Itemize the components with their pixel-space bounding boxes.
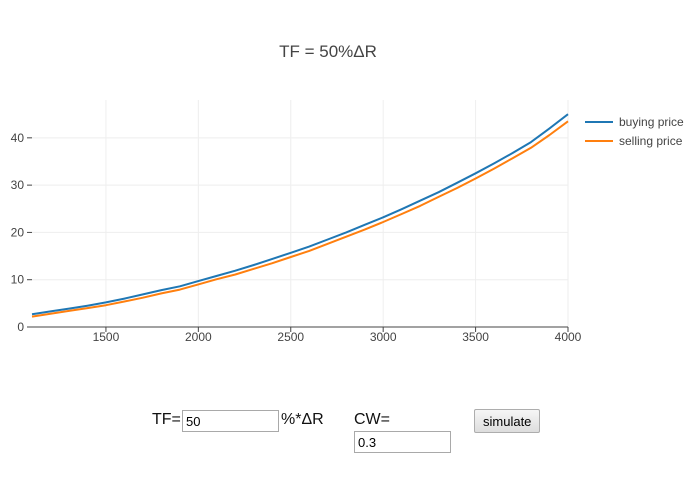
- legend-label-selling-price: selling price: [619, 134, 683, 148]
- legend-label-buying-price: buying price: [619, 115, 684, 129]
- x-tick-label: 3500: [462, 330, 489, 344]
- x-tick-label: 2500: [277, 330, 304, 344]
- chart-area: TF = 50%ΔR 1500 2000 2500 3000 3500 4000 0 10 20…: [11, 42, 684, 344]
- y-tick-label: 10: [11, 273, 25, 287]
- y-tick-label: 40: [11, 131, 25, 145]
- x-tick-label: 4000: [555, 330, 582, 344]
- tf-suffix: %*ΔR: [281, 411, 324, 428]
- series-line-buying-price: [31, 113, 569, 316]
- y-tick-label: 30: [11, 178, 25, 192]
- cw-input[interactable]: [354, 431, 451, 453]
- y-tick-label: 20: [11, 225, 25, 239]
- tf-label: TF=: [152, 411, 181, 428]
- x-tick-label: 1500: [93, 330, 120, 344]
- price-chart: TF = 50%ΔR 1500 2000 2500 3000 3500 4000 0 10 20…: [11, 42, 684, 344]
- simulate-button[interactable]: simulate: [474, 409, 541, 433]
- x-tick-label: 3000: [370, 330, 397, 344]
- tf-input[interactable]: [182, 410, 279, 432]
- series-line-selling-price: [31, 120, 569, 318]
- chart-title: TF = 50%ΔR: [279, 42, 377, 61]
- y-tick-label: 0: [17, 320, 24, 334]
- x-tick-label: 2000: [185, 330, 212, 344]
- cw-label: CW=: [354, 411, 390, 428]
